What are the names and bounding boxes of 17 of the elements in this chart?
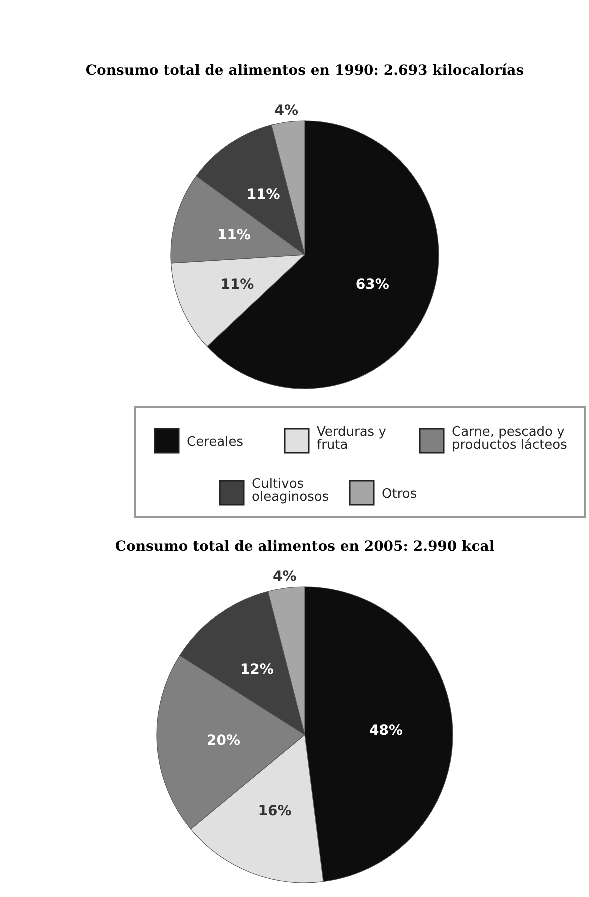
- chart-title: Consumo total de alimentos en 2005: 2.990 kcal: [115, 539, 495, 555]
- data-label: 48%: [369, 722, 403, 739]
- chart-title: Consumo total de alimentos en 1990: 2.693 kilocalorías: [86, 63, 524, 79]
- data-label: 11%: [220, 277, 254, 294]
- data-label: 12%: [240, 662, 274, 678]
- data-label: 4%: [273, 569, 297, 586]
- legend-label: Carne, pescado y productos lácteos: [452, 425, 568, 453]
- legend-label: Verduras y fruta: [317, 425, 387, 453]
- data-label: 63%: [356, 277, 390, 294]
- legend-label: Otros: [382, 487, 418, 502]
- data-label: 11%: [246, 186, 280, 203]
- legend-label: Cultivos oleaginosos: [252, 477, 330, 505]
- data-label: 4%: [274, 103, 299, 120]
- data-label: 11%: [217, 227, 251, 244]
- data-label: 20%: [207, 733, 241, 750]
- legend-label: Cereales: [187, 435, 244, 450]
- data-label: 16%: [258, 804, 292, 820]
